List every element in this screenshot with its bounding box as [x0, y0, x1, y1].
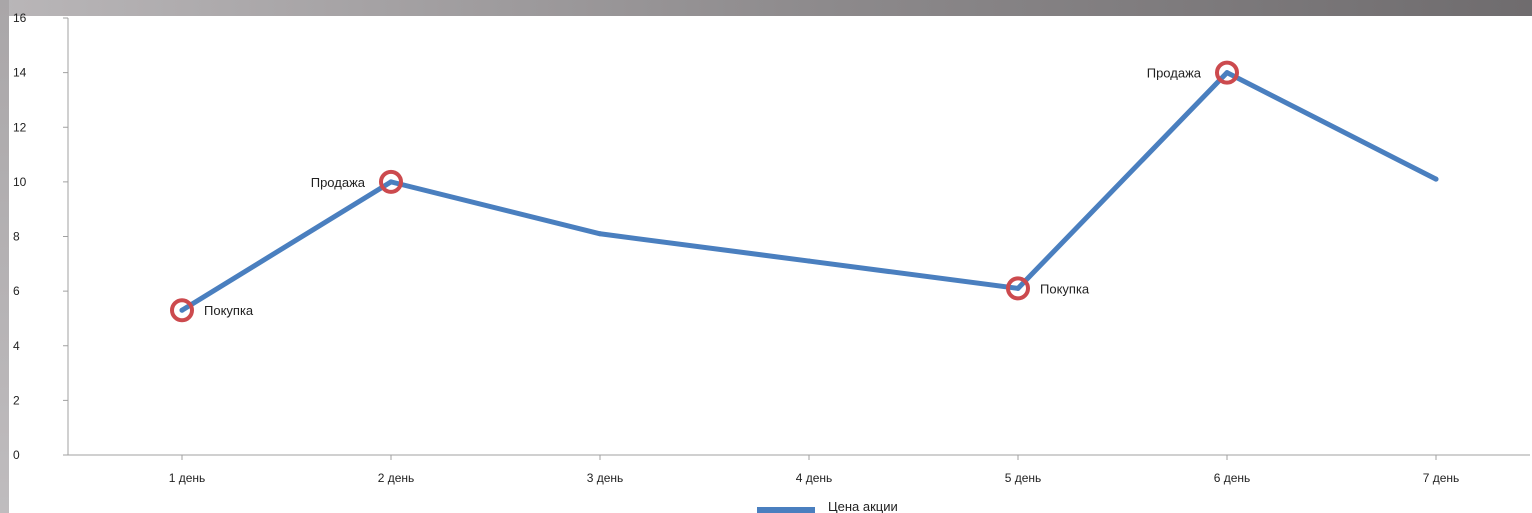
y-tick-label: 16: [13, 11, 27, 25]
x-tick-label: 1 день: [169, 471, 206, 485]
slide-frame-top: [0, 0, 1532, 16]
y-tick-label: 8: [13, 230, 20, 244]
y-tick-label: 4: [13, 339, 20, 353]
data-point: [1433, 176, 1439, 182]
x-tick-label: 2 день: [378, 471, 415, 485]
x-tick-label: 4 день: [796, 471, 833, 485]
annotation-label: Покупка: [1040, 281, 1090, 296]
y-tick-label: 0: [13, 448, 20, 462]
slide-frame-left: [0, 0, 9, 513]
data-point: [597, 231, 603, 237]
highlight-marker: [1215, 60, 1239, 85]
data-point: [806, 258, 812, 264]
series-line: [179, 70, 1439, 313]
highlight-marker: [1006, 276, 1030, 301]
y-tick-label: 10: [13, 175, 27, 189]
x-tick-label: 5 день: [1005, 471, 1042, 485]
data-point: [1015, 285, 1021, 291]
data-point: [179, 307, 185, 313]
x-tick-label: 6 день: [1214, 471, 1251, 485]
x-tick-label: 7 день: [1423, 471, 1460, 485]
y-tick-label: 2: [13, 393, 20, 407]
annotation-label: Покупка: [204, 303, 254, 318]
annotation-label: Продажа: [311, 175, 366, 190]
y-tick-label: 12: [13, 120, 27, 134]
y-tick-label: 14: [13, 66, 27, 80]
y-tick-label: 6: [13, 284, 20, 298]
annotation-label: Продажа: [1147, 66, 1202, 81]
data-point: [388, 179, 394, 185]
highlight-marker: [170, 298, 194, 323]
legend-label: Цена акции: [828, 499, 898, 513]
data-point: [1224, 70, 1230, 76]
highlight-marker: [379, 169, 403, 194]
x-tick-label: 3 день: [587, 471, 624, 485]
